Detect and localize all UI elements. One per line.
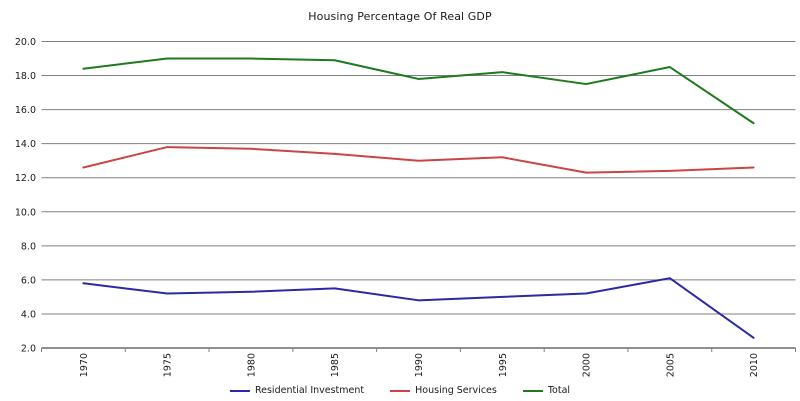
y-tick-label: 2.0 bbox=[21, 344, 36, 355]
legend-line-swatch-red bbox=[390, 389, 411, 392]
y-tick-label: 12.0 bbox=[15, 173, 36, 184]
legend-label: Housing Services bbox=[415, 385, 497, 396]
series-line-total bbox=[82, 57, 755, 125]
legend-item-residential-investment: Residential Investment bbox=[229, 385, 365, 396]
y-tick-label: 6.0 bbox=[21, 275, 36, 286]
legend-item-total: Total bbox=[522, 385, 571, 396]
legend-item-housing-services: Housing Services bbox=[390, 385, 497, 396]
y-tick-label: 18.0 bbox=[15, 71, 36, 82]
y-tick-label: 20.0 bbox=[15, 37, 36, 48]
x-tick-label: 2005 bbox=[665, 353, 676, 377]
y-tick-label: 16.0 bbox=[15, 105, 36, 116]
series-line-housing-services bbox=[82, 146, 755, 174]
y-tick-label: 8.0 bbox=[21, 241, 36, 252]
x-tick-label: 2010 bbox=[749, 353, 760, 377]
x-tick-label: 1970 bbox=[79, 353, 90, 377]
series-line-residential-investment bbox=[82, 277, 755, 339]
y-tick-label: 10.0 bbox=[15, 207, 36, 218]
y-tick-label: 4.0 bbox=[21, 309, 36, 320]
x-tick-label: 1975 bbox=[163, 353, 174, 377]
legend-label: Total bbox=[547, 385, 571, 396]
legend-line-swatch-blue bbox=[229, 389, 250, 392]
legend-line-swatch-green bbox=[522, 389, 543, 392]
chart-title: Housing Percentage Of Real GDP bbox=[308, 10, 492, 23]
x-tick-label: 1995 bbox=[498, 353, 509, 377]
x-tick-label: 1985 bbox=[330, 353, 341, 377]
legend-label: Residential Investment bbox=[254, 385, 365, 396]
chart-legend: Residential Investment Housing Services … bbox=[229, 385, 571, 396]
x-tick-label: 1980 bbox=[246, 353, 257, 377]
x-tick-label: 2000 bbox=[582, 353, 593, 377]
x-tick-label: 1990 bbox=[414, 353, 425, 377]
y-tick-label: 14.0 bbox=[15, 139, 36, 150]
